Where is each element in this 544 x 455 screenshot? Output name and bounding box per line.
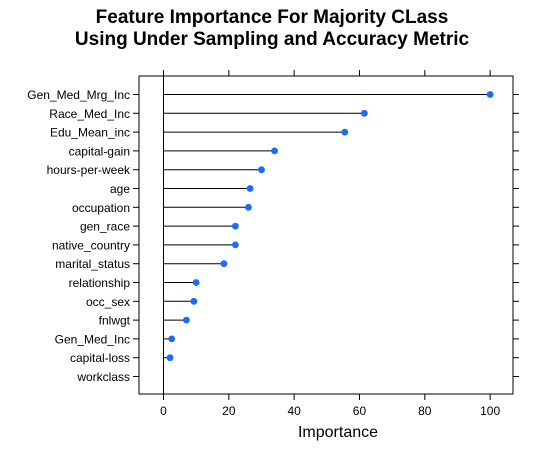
chart-title-line-1: Feature Importance For Majority CLass [95, 7, 449, 28]
data-point [486, 91, 494, 98]
x-axis-label: Importance [297, 424, 379, 441]
x-tick-label: 20 [222, 404, 236, 418]
y-tick-label: Race_Med_Inc [49, 107, 130, 121]
x-tick-label: 100 [480, 404, 500, 418]
chart-title-line-2: Using Under Sampling and Accuracy Metric [74, 29, 470, 50]
data-point [341, 128, 349, 136]
data-point [220, 260, 228, 268]
data-point [258, 166, 265, 174]
y-tick-label: workclass [76, 370, 130, 384]
y-tick-label: fnlwgt [99, 314, 131, 328]
x-tick-label: 0 [160, 404, 167, 418]
y-tick-label: occupation [72, 201, 130, 215]
data-point [271, 147, 278, 155]
x-tick-label: 40 [287, 404, 301, 418]
y-tick-label: Gen_Med_Inc [55, 332, 130, 346]
data-point [246, 185, 254, 192]
plot-frame [138, 75, 514, 395]
y-tick-label: occ_sex [86, 295, 130, 309]
y-tick-label: age [110, 182, 130, 196]
data-point [190, 297, 198, 305]
data-point [168, 335, 176, 343]
data-point [245, 203, 252, 211]
data-point [231, 241, 239, 249]
data-point [360, 109, 368, 117]
data-point [192, 279, 200, 286]
y-tick-label: capital-loss [70, 351, 130, 365]
y-tick-label: capital-gain [69, 144, 130, 158]
y-tick-label: marital_status [55, 257, 130, 271]
data-point [231, 222, 239, 230]
y-tick-label: relationship [69, 276, 131, 290]
data-point [182, 316, 190, 324]
y-tick-label: native_country [52, 238, 130, 252]
y-tick-label: Gen_Med_Mrg_Inc [27, 88, 130, 102]
y-tick-label: hours-per-week [47, 163, 131, 177]
y-tick-label: gen_race [80, 220, 130, 234]
data-point [166, 354, 174, 362]
x-tick-label: 60 [353, 404, 367, 418]
x-tick-label: 80 [418, 404, 432, 418]
y-tick-label: Edu_Mean_inc [50, 126, 130, 140]
